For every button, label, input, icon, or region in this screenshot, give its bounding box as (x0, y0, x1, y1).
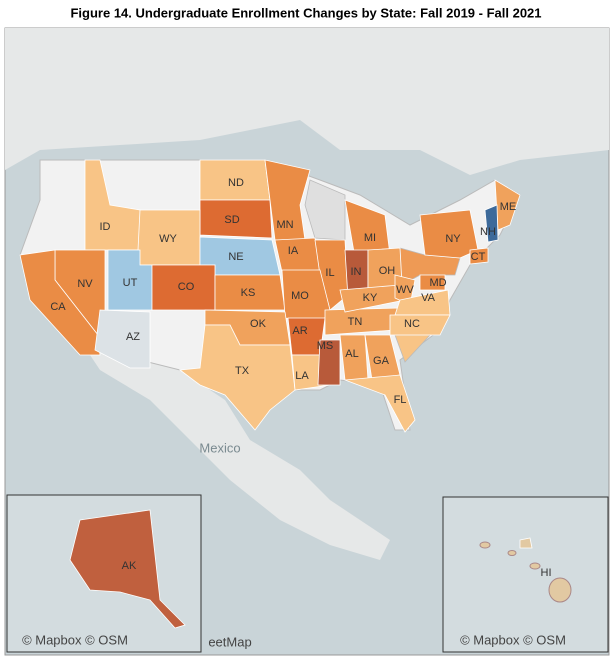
state-shape (94, 309, 151, 369)
state-shape (419, 209, 479, 259)
state-label: FL (394, 394, 407, 406)
state-label: OH (379, 265, 396, 277)
state-shape (419, 274, 446, 291)
state-shape (344, 374, 416, 433)
state-shape (389, 314, 451, 336)
state-label: NY (445, 233, 461, 245)
state-label: CA (50, 301, 66, 313)
state-label: IL (325, 267, 334, 279)
state-shape (304, 179, 346, 241)
state-label: TX (235, 365, 250, 377)
state-label: ND (228, 177, 244, 189)
state-label: KS (241, 287, 256, 299)
state-label: NE (228, 251, 243, 263)
state-label: UT (123, 277, 138, 289)
attribution: © Mapbox © OSM (460, 632, 566, 647)
state-label: AK (122, 560, 137, 572)
state-shape (314, 239, 349, 311)
state-shape (69, 509, 186, 629)
island-shape (529, 562, 541, 570)
state-shape (484, 204, 499, 243)
canada-land (5, 28, 609, 175)
state-label: CO (178, 281, 195, 293)
state-label: OK (250, 318, 267, 330)
state-shape (469, 247, 489, 265)
state-label: ME (500, 201, 517, 213)
state-label: MN (276, 219, 293, 231)
state-label: HI (541, 567, 552, 579)
state-label: GA (373, 355, 390, 367)
state-label: AR (292, 325, 307, 337)
island-shape (479, 541, 491, 549)
map-title: Figure 14. Undergraduate Enrollment Chan… (70, 5, 541, 20)
state-label: KY (363, 292, 378, 304)
state-label: AL (345, 348, 358, 360)
state-label: VA (421, 292, 436, 304)
state-label: IA (288, 245, 299, 257)
island-shape (507, 550, 517, 556)
state-shape (178, 324, 296, 431)
state-label: MS (317, 340, 334, 352)
state-label: MO (291, 290, 309, 302)
state-label: NH (480, 226, 496, 238)
state-label: NC (404, 318, 420, 330)
mexico-land (80, 340, 390, 560)
state-label: CT (471, 251, 486, 263)
state-label: NV (77, 278, 93, 290)
state-shape (317, 339, 341, 386)
state-label: WY (159, 233, 177, 245)
state-label: LA (295, 370, 309, 382)
state-label: IN (351, 266, 362, 278)
state-label: TN (348, 316, 363, 328)
state-label: AZ (126, 331, 140, 343)
state-label: MI (364, 232, 376, 244)
state-label: MD (429, 277, 446, 289)
attribution: © Mapbox © OSM (22, 632, 128, 647)
state-shape (519, 537, 533, 549)
state-label: ID (100, 221, 111, 233)
state-shape (274, 237, 323, 273)
state-label: SD (224, 214, 239, 226)
island-shape (548, 577, 572, 603)
state-label: WV (396, 284, 414, 296)
hawaii-inset (442, 496, 609, 653)
attribution-fragment: eetMap (208, 634, 251, 649)
country-label: Mexico (199, 440, 240, 455)
